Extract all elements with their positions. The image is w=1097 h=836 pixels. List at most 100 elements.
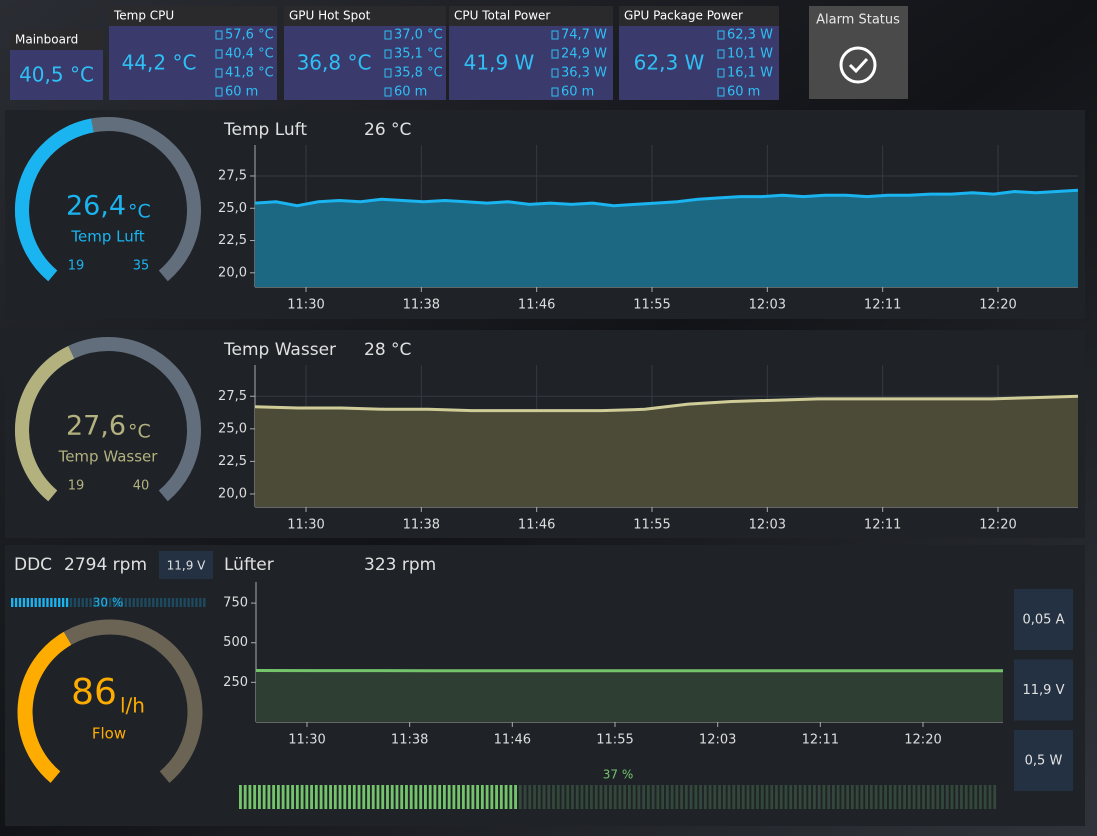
- area: [255, 190, 1078, 287]
- gauge-max: 35: [133, 259, 150, 274]
- bar-segment: [338, 785, 342, 809]
- bar-segment: [884, 785, 887, 809]
- stat-icon: [215, 49, 223, 59]
- x-tick-label: 11:46: [494, 733, 531, 748]
- reading-box: [1014, 730, 1073, 791]
- stat-icon: [551, 68, 559, 78]
- y-tick-label: 27,5: [218, 168, 247, 183]
- tile-stat: 62,3 W: [727, 28, 773, 43]
- bar-segment: [11, 598, 14, 607]
- stat-icon: [384, 30, 392, 40]
- bar-segment: [136, 598, 139, 607]
- bar-segment: [175, 598, 178, 607]
- tile-body: [10, 50, 103, 100]
- y-tick-label: 22,5: [218, 233, 247, 248]
- bar-segment: [128, 598, 131, 607]
- tile-title: GPU Package Power: [624, 9, 743, 23]
- bar-segment: [348, 785, 351, 809]
- bar-segment: [874, 785, 878, 809]
- bar-segment: [148, 598, 151, 607]
- bar-segment: [841, 785, 845, 809]
- tile-stat: 60 m: [394, 85, 427, 100]
- tile-body: [109, 26, 277, 100]
- bar-segment: [969, 785, 973, 809]
- chart-title: Temp Luft: [223, 120, 307, 140]
- tile-stat: 35,8 °C: [394, 66, 443, 81]
- bar-segment: [879, 785, 883, 809]
- flow-label: Flow: [92, 725, 126, 743]
- gauge-value: 27,6: [66, 411, 126, 442]
- line: [254, 394, 1079, 413]
- bar-segment: [912, 785, 916, 809]
- bar-segment: [442, 785, 446, 809]
- bar-segment: [713, 785, 717, 809]
- bar-segment: [680, 785, 684, 809]
- x-tick-label: 12:11: [864, 298, 901, 313]
- alarm-check: [848, 57, 869, 74]
- bar-segment: [93, 598, 96, 607]
- bar-segment: [132, 598, 135, 607]
- stat-icon: [717, 49, 725, 59]
- bar-segment: [376, 785, 380, 809]
- bar-segment: [405, 785, 408, 809]
- bar-segment: [770, 785, 774, 809]
- bar-segment: [732, 785, 736, 809]
- x-tick-label: 11:30: [287, 298, 324, 313]
- bar-segment: [850, 785, 854, 809]
- bar-segment: [163, 598, 167, 607]
- bar-segment: [613, 785, 617, 809]
- bar-segment: [89, 598, 92, 607]
- bar-segment: [14, 598, 18, 607]
- bar-segment: [46, 598, 49, 607]
- chart-current: 26 °C: [364, 120, 411, 140]
- bar-segment: [737, 785, 740, 809]
- x-tick-label: 11:55: [633, 518, 670, 533]
- bar-segment: [144, 598, 147, 607]
- bar-segment: [253, 785, 257, 809]
- gauge-arc: [15, 345, 75, 502]
- bar-segment: [324, 785, 328, 809]
- tile-stat: 60 m: [727, 85, 760, 100]
- bar-segment: [765, 785, 769, 809]
- bar-segment: [476, 785, 480, 809]
- bar-segment: [499, 785, 503, 809]
- bar-segment: [794, 785, 797, 809]
- reading: 0,5 W: [1025, 754, 1063, 769]
- bar-segment: [746, 785, 750, 809]
- bar-segment: [860, 785, 864, 809]
- tile-value: 44,2 °C: [122, 51, 197, 75]
- x-tick-label: 11:55: [633, 298, 670, 313]
- bar-segment: [955, 785, 959, 809]
- bar-segment: [718, 785, 721, 809]
- y-tick-label: 25,0: [218, 201, 247, 216]
- pump-voltage: 11,9 V: [167, 559, 207, 573]
- tile-title: CPU Total Power: [454, 9, 550, 23]
- x-tick-label: 11:46: [518, 518, 555, 533]
- bar-segment: [367, 785, 370, 809]
- bar-segment: [199, 598, 202, 607]
- bar-segment: [528, 785, 532, 809]
- bar-segment: [42, 598, 45, 607]
- bar-segment: [239, 785, 242, 809]
- bar-segment: [109, 598, 112, 607]
- bar-segment: [257, 785, 261, 809]
- stat-icon: [384, 49, 392, 59]
- stat-icon: [717, 87, 725, 97]
- bar-segment: [808, 785, 812, 809]
- bar-segment: [466, 785, 470, 809]
- bar-segment: [760, 785, 764, 809]
- tile-stat: 10,1 W: [727, 47, 773, 62]
- bar-segment: [314, 785, 318, 809]
- bar-segment: [310, 785, 314, 809]
- chart-current: 323 rpm: [364, 555, 436, 575]
- bar-segment: [112, 598, 116, 607]
- bar-segment: [195, 598, 198, 607]
- bar-segment: [580, 785, 584, 809]
- bar-segment: [865, 785, 869, 809]
- bar-segment: [362, 785, 366, 809]
- stat-icon: [215, 30, 223, 40]
- bar-segment: [812, 785, 816, 809]
- tile-stat: 36,3 W: [561, 66, 607, 81]
- bar-segment: [964, 785, 968, 809]
